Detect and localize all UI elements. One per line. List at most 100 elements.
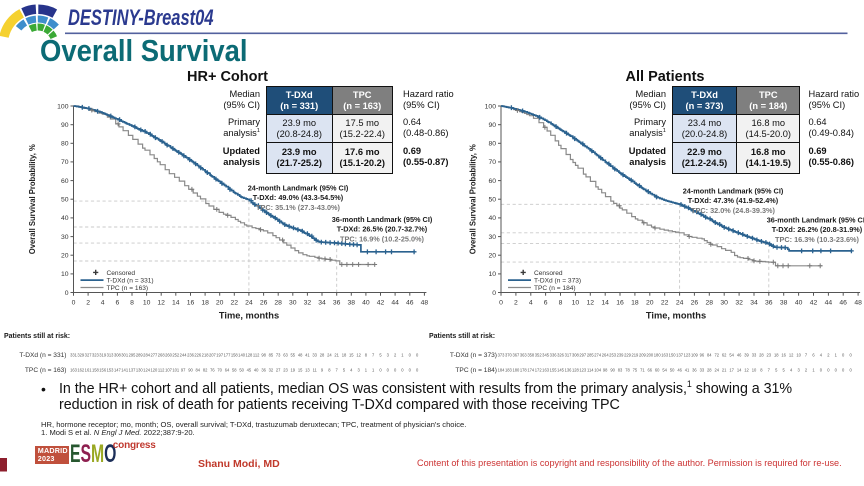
- svg-text:209: 209: [639, 353, 647, 358]
- svg-text:0: 0: [379, 368, 382, 373]
- svg-text:70: 70: [61, 159, 69, 166]
- svg-text:6: 6: [544, 300, 548, 307]
- svg-text:60: 60: [655, 368, 660, 373]
- svg-text:200: 200: [646, 353, 654, 358]
- svg-text:70: 70: [217, 368, 222, 373]
- svg-text:20: 20: [61, 253, 69, 260]
- svg-text:90: 90: [61, 122, 69, 129]
- svg-text:0: 0: [401, 368, 404, 373]
- svg-text:78: 78: [625, 368, 630, 373]
- svg-text:70: 70: [488, 159, 496, 166]
- svg-text:22: 22: [661, 300, 669, 307]
- svg-text:3: 3: [797, 368, 800, 373]
- svg-text:0: 0: [835, 368, 838, 373]
- svg-text:1: 1: [372, 368, 375, 373]
- svg-text:18: 18: [342, 353, 347, 358]
- svg-text:16: 16: [187, 300, 195, 307]
- svg-text:289: 289: [136, 353, 144, 358]
- svg-text:109: 109: [691, 353, 699, 358]
- svg-text:46: 46: [737, 353, 742, 358]
- svg-text:101: 101: [172, 368, 180, 373]
- svg-text:TPC (n = 184): TPC (n = 184): [534, 285, 576, 292]
- svg-text:97: 97: [181, 368, 186, 373]
- svg-text:8: 8: [760, 368, 763, 373]
- svg-text:1: 1: [812, 368, 815, 373]
- svg-text:48: 48: [421, 300, 429, 307]
- svg-text:6: 6: [812, 353, 815, 358]
- svg-text:7: 7: [768, 368, 771, 373]
- svg-text:128: 128: [572, 368, 580, 373]
- svg-text:100: 100: [57, 103, 69, 110]
- svg-text:44: 44: [825, 300, 833, 307]
- svg-text:229: 229: [624, 353, 632, 358]
- svg-text:28: 28: [320, 353, 325, 358]
- svg-text:19: 19: [291, 368, 296, 373]
- svg-text:Censored: Censored: [107, 270, 136, 277]
- svg-text:10: 10: [61, 271, 69, 278]
- svg-text:30: 30: [289, 300, 297, 307]
- svg-text:80: 80: [61, 141, 69, 148]
- svg-text:336: 336: [550, 353, 558, 358]
- svg-text:24: 24: [327, 353, 332, 358]
- svg-text:28: 28: [759, 353, 764, 358]
- svg-text:345: 345: [542, 353, 550, 358]
- svg-text:54: 54: [662, 368, 667, 373]
- svg-text:60: 60: [488, 178, 496, 185]
- svg-text:36: 36: [261, 368, 266, 373]
- svg-text:33: 33: [700, 368, 705, 373]
- svg-text:36: 36: [765, 300, 773, 307]
- svg-text:16: 16: [616, 300, 624, 307]
- svg-text:40: 40: [488, 215, 496, 222]
- svg-text:10: 10: [488, 271, 496, 278]
- svg-text:62: 62: [722, 353, 727, 358]
- svg-text:124: 124: [143, 368, 151, 373]
- svg-text:12: 12: [157, 300, 165, 307]
- svg-text:26: 26: [260, 300, 268, 307]
- svg-text:71: 71: [640, 368, 645, 373]
- svg-text:174: 174: [527, 368, 535, 373]
- svg-text:46: 46: [677, 368, 682, 373]
- svg-text:36-month Landmark (95% CI): 36-month Landmark (95% CI): [767, 216, 864, 225]
- svg-text:308: 308: [572, 353, 580, 358]
- svg-text:T-DXd (n = 373): T-DXd (n = 373): [534, 278, 581, 285]
- svg-text:104: 104: [594, 368, 602, 373]
- svg-text:63: 63: [283, 353, 288, 358]
- svg-text:10: 10: [572, 300, 580, 307]
- svg-text:244: 244: [180, 353, 188, 358]
- svg-text:96: 96: [700, 353, 705, 358]
- svg-text:284: 284: [143, 353, 151, 358]
- svg-text:0: 0: [72, 300, 76, 307]
- svg-text:73: 73: [276, 353, 281, 358]
- svg-text:183: 183: [505, 368, 513, 373]
- svg-text:2: 2: [86, 300, 90, 307]
- svg-text:33: 33: [312, 353, 317, 358]
- svg-text:370: 370: [505, 353, 513, 358]
- svg-text:6: 6: [116, 300, 120, 307]
- svg-text:107: 107: [165, 368, 173, 373]
- svg-text:5: 5: [379, 353, 382, 358]
- svg-text:32: 32: [269, 368, 274, 373]
- svg-text:40: 40: [795, 300, 803, 307]
- svg-text:3: 3: [357, 368, 360, 373]
- svg-text:18: 18: [631, 300, 639, 307]
- svg-text:2: 2: [394, 353, 397, 358]
- svg-text:2: 2: [514, 300, 518, 307]
- svg-text:15: 15: [298, 368, 303, 373]
- svg-text:219: 219: [631, 353, 639, 358]
- svg-text:39: 39: [744, 353, 749, 358]
- svg-text:Patients still at risk:: Patients still at risk:: [429, 333, 495, 340]
- svg-text:24: 24: [245, 300, 253, 307]
- svg-text:Overall Survival Probability,: Overall Survival Probability, %: [27, 144, 37, 255]
- svg-text:218: 218: [202, 353, 210, 358]
- svg-text:8: 8: [365, 353, 368, 358]
- svg-text:326: 326: [557, 353, 565, 358]
- svg-text:83: 83: [618, 368, 623, 373]
- svg-text:15: 15: [349, 353, 354, 358]
- svg-text:358: 358: [527, 353, 535, 358]
- svg-text:58: 58: [232, 368, 237, 373]
- svg-text:24: 24: [676, 300, 684, 307]
- svg-text:TPC (n = 184): TPC (n = 184): [455, 367, 497, 374]
- svg-text:136: 136: [565, 368, 573, 373]
- svg-text:100: 100: [485, 103, 497, 110]
- svg-text:50: 50: [670, 368, 675, 373]
